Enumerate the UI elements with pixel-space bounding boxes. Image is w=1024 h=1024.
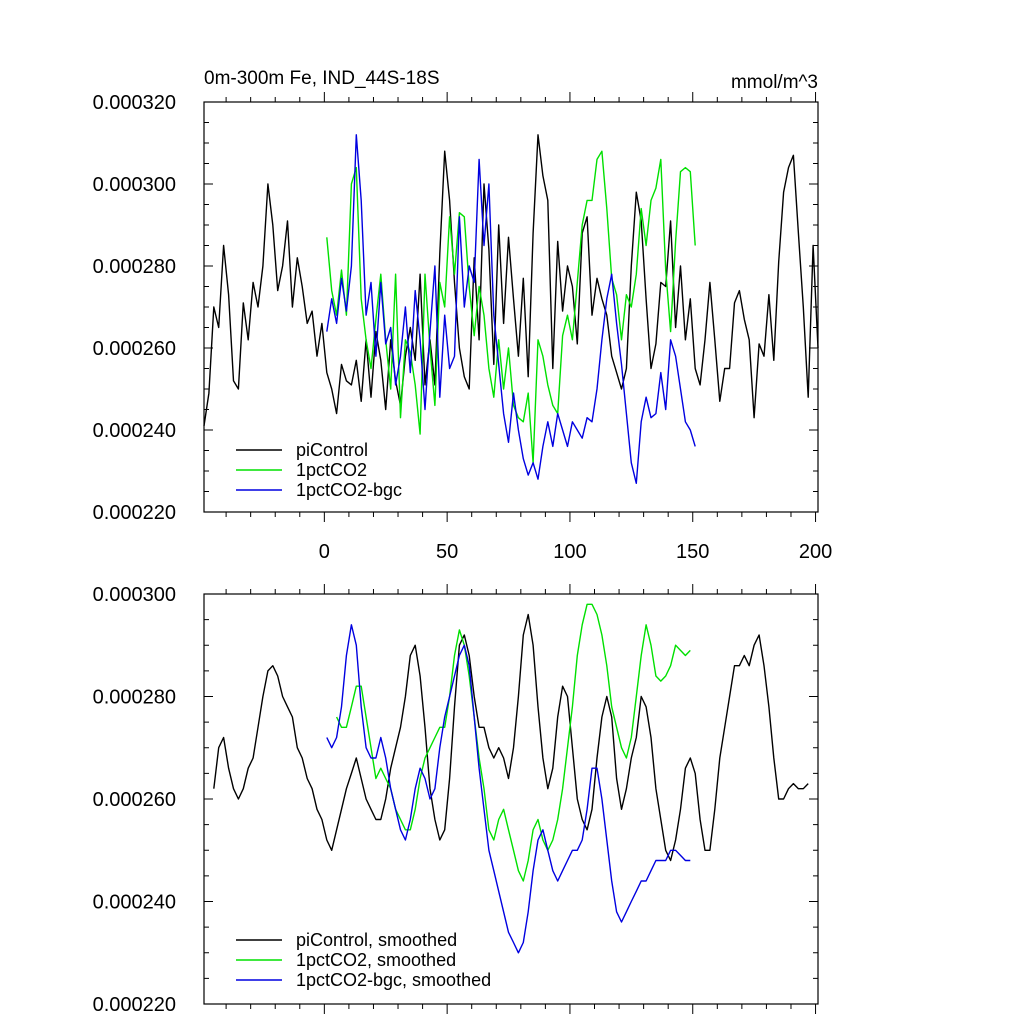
legend-label-picontrol: piControl <box>296 440 368 460</box>
legend-label-1pctco2: 1pctCO2 <box>296 460 367 480</box>
y-tick-label: 0.000260 <box>93 789 176 811</box>
x-tick-label: 200 <box>799 541 832 563</box>
bottom-panel: 0.000220 0.000240 0.000260 0.000280 0.000300… <box>93 584 819 1016</box>
chart-title: 0m-300m Fe, IND_44S-18S <box>204 68 440 89</box>
y-tick-label: 0.000280 <box>93 687 176 709</box>
units-label: mmol/m^3 <box>731 72 818 93</box>
x-tick-label: 150 <box>676 541 709 563</box>
x-tick-label: 100 <box>553 541 586 563</box>
series-line-1pctco2-bgc <box>326 134 696 484</box>
y-tick-label: 0.000260 <box>93 338 176 360</box>
y-tick-label: 0.000300 <box>93 584 176 606</box>
series-line-1pctco2-bgc-smoothed <box>326 624 691 954</box>
legend-label-1pctco2-smoothed: 1pctCO2, smoothed <box>296 950 456 970</box>
top-panel: 0.000220 0.000240 0.000260 0.000280 0.000300… <box>93 68 833 563</box>
y-tick-label: 0.000220 <box>93 994 176 1016</box>
x-tick-label: 0 <box>319 541 330 563</box>
y-tick-label: 0.000300 <box>93 174 176 196</box>
y-tick-label: 0.000240 <box>93 420 176 442</box>
y-tick-label: 0.000280 <box>93 256 176 278</box>
legend-label-1pctco2-bgc: 1pctCO2-bgc <box>296 480 402 500</box>
y-tick-label: 0.000240 <box>93 892 176 914</box>
y-tick-label: 0.000220 <box>93 502 176 524</box>
legend-label-1pctco2-bgc-smoothed: 1pctCO2-bgc, smoothed <box>296 970 491 990</box>
y-tick-label: 0.000320 <box>93 92 176 114</box>
series-line-1pctco2 <box>326 150 696 464</box>
series-line-picontrol-smoothed <box>213 613 809 862</box>
series-line-picontrol <box>203 134 819 427</box>
x-tick-label: 50 <box>436 541 458 563</box>
legend-label-picontrol-smoothed: piControl, smoothed <box>296 930 457 950</box>
